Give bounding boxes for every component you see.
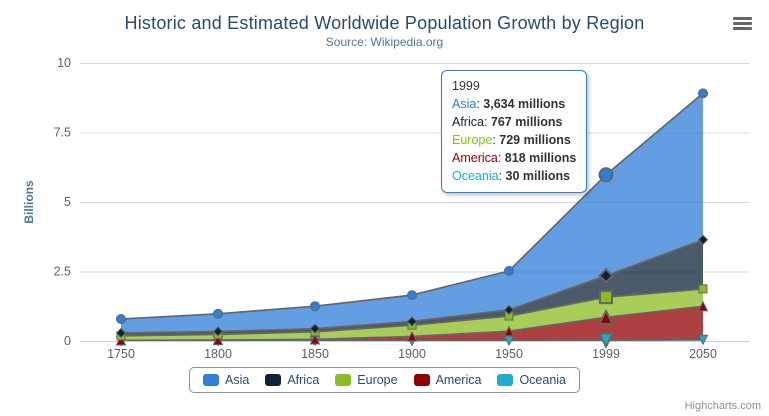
tooltip-row-europe: Europe: 729 millions	[452, 133, 571, 147]
marker-asia-1900[interactable]	[407, 290, 417, 301]
hamburger-icon	[733, 22, 752, 25]
marker-asia-1750[interactable]	[116, 314, 126, 325]
marker-africa-1900[interactable]	[406, 316, 418, 327]
data-point-markers	[115, 88, 709, 349]
credits-link[interactable]: Highcharts.com	[684, 400, 761, 412]
chart-title: Historic and Estimated Worldwide Populat…	[124, 13, 645, 33]
marker-africa-1750[interactable]	[115, 327, 127, 339]
legend-label: Europe	[357, 373, 398, 387]
tooltip-row-oceania: Oceania: 30 millions	[452, 169, 571, 183]
marker-africa-1800[interactable]	[212, 326, 224, 337]
marker-africa-2050[interactable]	[697, 234, 709, 245]
marker-oceania-1999[interactable]	[597, 332, 615, 349]
marker-america-1750[interactable]	[115, 334, 127, 346]
x-axis-label: 1999	[592, 347, 620, 361]
area-africa[interactable]	[121, 239, 703, 336]
y-axis-labels: 0 2.5 5 7.5 10	[54, 56, 71, 348]
legend-swatch-oceania	[497, 374, 514, 386]
marker-america-1999[interactable]	[597, 308, 615, 325]
marker-asia-2050[interactable]	[698, 88, 708, 99]
chart-subtitle: Source: Wikipedia.org	[325, 35, 444, 49]
marker-america-1800[interactable]	[212, 334, 224, 346]
area-america[interactable]	[121, 306, 703, 341]
legend-swatch-africa	[265, 374, 282, 386]
x-axis-label: 1950	[495, 347, 523, 361]
marker-europe-2050[interactable]	[698, 284, 708, 294]
x-axis-label: 1800	[204, 347, 232, 361]
y-axis-label: 5	[64, 195, 71, 209]
marker-america-1900[interactable]	[406, 330, 418, 342]
series-areas	[121, 93, 703, 341]
legend-label: Africa	[287, 373, 320, 387]
legend-swatch-america	[413, 374, 430, 386]
x-axis-label: 1750	[107, 347, 135, 361]
marker-asia-1950[interactable]	[504, 265, 514, 276]
legend-item-america[interactable]: America	[413, 373, 482, 387]
export-menu-button[interactable]	[733, 17, 752, 30]
marker-africa-1999[interactable]	[598, 267, 614, 284]
x-axis-label: 1900	[398, 347, 426, 361]
marker-europe-1999[interactable]	[599, 290, 613, 305]
y-axis-label: 2.5	[54, 265, 71, 279]
tooltip-row-asia: Asia: 3,634 millions	[452, 97, 566, 111]
marker-africa-1950[interactable]	[503, 304, 515, 316]
tooltip-row-africa: Africa: 767 millions	[452, 115, 563, 129]
x-axis-label: 1850	[301, 347, 329, 361]
tooltip-rows: Asia: 3,634 millions Africa: 767 millions…	[452, 95, 576, 185]
x-axis-label: 2050	[689, 347, 717, 361]
tooltip: 1999 Asia: 3,634 millions Africa: 767 mil…	[441, 70, 588, 193]
marker-america-2050[interactable]	[697, 300, 709, 312]
marker-america-1850[interactable]	[309, 333, 321, 345]
legend-item-europe[interactable]: Europe	[335, 373, 398, 387]
legend-swatch-asia	[203, 374, 219, 386]
tooltip-row-america: America: 818 millions	[452, 151, 577, 165]
legend-swatch-europe	[335, 374, 352, 386]
legend-label: Oceania	[519, 373, 566, 387]
y-axis-label: 7.5	[54, 126, 71, 140]
marker-asia-1850[interactable]	[310, 301, 320, 312]
legend-item-asia[interactable]: Asia	[203, 373, 249, 387]
legend-item-oceania[interactable]: Oceania	[497, 373, 566, 387]
x-axis-labels: 1750 1800 1850 1900 1950 1999 2050	[107, 347, 717, 361]
legend-label: Asia	[225, 373, 250, 387]
marker-asia-1800[interactable]	[213, 308, 223, 319]
y-axis-label: 10	[57, 56, 71, 70]
marker-america-1950[interactable]	[503, 325, 515, 337]
legend-wrap: Asia Africa Europe America Oceania	[0, 367, 769, 393]
hamburger-icon	[733, 17, 752, 20]
legend: Asia Africa Europe America Oceania	[189, 367, 580, 393]
hamburger-icon	[733, 27, 752, 30]
legend-item-africa[interactable]: Africa	[265, 373, 319, 387]
area-asia[interactable]	[121, 93, 703, 333]
marker-oceania-2050[interactable]	[697, 334, 709, 346]
marker-africa-1850[interactable]	[309, 323, 321, 334]
y-axis-label: 0	[64, 334, 71, 348]
tooltip-header: 1999	[452, 79, 480, 93]
marker-asia-1999[interactable]	[598, 167, 614, 183]
legend-label: America	[435, 373, 482, 387]
